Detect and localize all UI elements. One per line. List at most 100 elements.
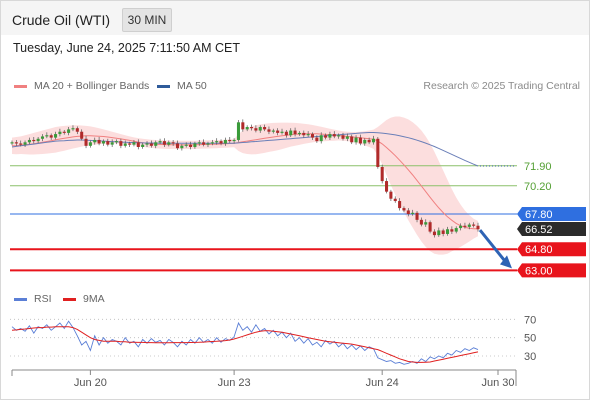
candle — [54, 134, 58, 138]
candle — [241, 122, 245, 130]
candle — [180, 145, 184, 149]
candle — [149, 143, 153, 146]
candle — [380, 166, 384, 182]
candle — [154, 142, 158, 146]
candle — [393, 198, 397, 202]
candle — [84, 138, 88, 146]
timeframe-button[interactable]: 30 MIN — [122, 8, 172, 32]
ma9-swatch — [63, 297, 76, 301]
candle — [476, 225, 480, 230]
candle — [123, 143, 127, 146]
candle — [232, 139, 236, 142]
candle — [284, 131, 288, 136]
bollinger-swatch — [14, 84, 27, 88]
candle — [328, 134, 332, 138]
legend-bollinger: MA 20 + Bollinger Bands — [14, 80, 149, 92]
candle — [145, 143, 149, 145]
candle — [101, 141, 105, 144]
candle — [45, 135, 49, 137]
candle — [450, 229, 454, 232]
level-label-63.00: 63.00 — [525, 265, 553, 277]
level-label-71.90: 71.90 — [524, 161, 552, 173]
candle — [472, 224, 476, 226]
candle — [445, 229, 450, 234]
legend-bollinger-label: MA 20 + Bollinger Bands — [34, 80, 150, 92]
candle — [358, 137, 362, 144]
candle — [36, 138, 40, 142]
candle — [19, 143, 23, 145]
candle — [49, 135, 53, 138]
candle — [319, 135, 323, 142]
candle — [345, 136, 349, 139]
candle — [428, 222, 432, 232]
candle — [411, 212, 415, 214]
candle — [162, 141, 166, 145]
candle — [167, 142, 171, 145]
candle — [119, 141, 123, 146]
candle — [459, 225, 463, 229]
candle — [289, 130, 293, 136]
candle — [245, 127, 249, 130]
candle — [254, 128, 258, 131]
candle — [75, 128, 79, 132]
rsi-tick-50: 50 — [524, 333, 536, 345]
credit-text: Research © 2025 Trading Central — [423, 80, 580, 92]
candle — [276, 130, 280, 133]
instrument-title: Crude Oil (WTI) — [12, 12, 110, 28]
candle — [267, 129, 271, 132]
candle — [310, 134, 315, 138]
x-tick-label-0: Jun 20 — [74, 377, 107, 389]
legend-ma50-label: MA 50 — [177, 80, 207, 92]
ma50-swatch — [157, 84, 170, 88]
candle — [40, 136, 45, 139]
candle — [363, 139, 367, 144]
candle — [71, 128, 75, 130]
legend-ma50: MA 50 — [157, 80, 207, 92]
candle — [467, 224, 471, 227]
candle — [441, 230, 445, 234]
header-bar: Crude Oil (WTI) 30 MIN — [1, 1, 589, 35]
candle — [302, 132, 306, 136]
candle — [463, 225, 467, 227]
candle — [114, 141, 119, 143]
forecast-arrow-shaft — [478, 229, 508, 264]
level-label-66.52: 66.52 — [525, 224, 553, 236]
candle — [332, 134, 336, 137]
candle — [398, 201, 402, 209]
level-label-67.80: 67.80 — [525, 209, 553, 221]
level-tag-64.80 — [517, 242, 586, 257]
candle — [419, 219, 423, 225]
candle — [202, 142, 206, 145]
candle — [128, 143, 132, 145]
candle — [354, 137, 358, 143]
ma50-line — [11, 132, 479, 167]
candle — [250, 127, 254, 129]
candle — [424, 222, 428, 225]
candle — [136, 142, 140, 147]
candle — [415, 212, 419, 220]
candle — [258, 127, 262, 131]
legend-9ma-label: 9MA — [83, 293, 105, 305]
candle — [371, 138, 376, 143]
candle — [263, 127, 267, 130]
candle — [141, 144, 145, 147]
rsi-tick-30: 30 — [524, 351, 536, 363]
candle — [32, 139, 36, 142]
x-tick-label-3: Jun 30 — [481, 377, 514, 389]
candle — [324, 135, 328, 138]
candle — [280, 131, 284, 133]
candle — [206, 143, 210, 145]
candle — [14, 142, 18, 144]
candle — [350, 136, 354, 143]
candle — [215, 141, 219, 143]
rsi-line — [11, 320, 479, 365]
candle — [367, 139, 371, 143]
candle — [23, 142, 27, 145]
candle — [175, 143, 180, 149]
rsi-ma-line — [11, 326, 479, 363]
candle — [210, 142, 214, 144]
candle — [193, 143, 197, 147]
candle — [219, 141, 223, 144]
candle — [93, 139, 97, 143]
x-tick-label-2: Jun 24 — [366, 377, 399, 389]
